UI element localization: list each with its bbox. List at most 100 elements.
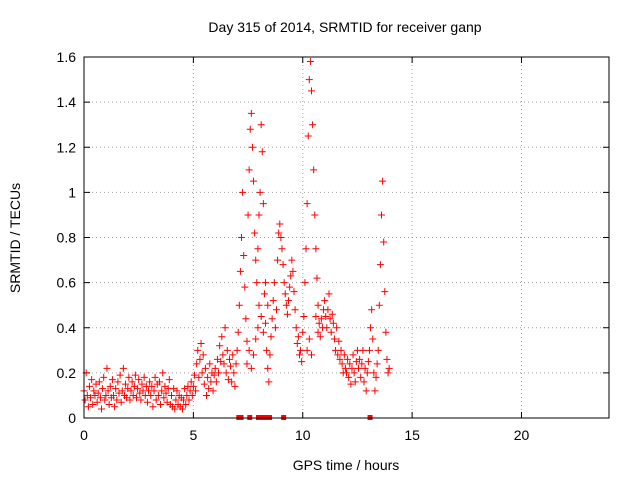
data-point bbox=[328, 310, 336, 318]
data-point bbox=[147, 391, 155, 399]
data-point bbox=[247, 364, 255, 372]
data-point bbox=[247, 109, 255, 117]
data-point bbox=[150, 387, 158, 395]
data-point bbox=[295, 351, 303, 359]
data-point bbox=[368, 306, 376, 314]
data-point bbox=[149, 403, 157, 411]
x-axis-title: GPS time / hours bbox=[293, 457, 400, 473]
data-point bbox=[340, 351, 348, 359]
data-point bbox=[194, 346, 202, 354]
data-point bbox=[239, 188, 247, 196]
data-point bbox=[212, 378, 220, 386]
data-point bbox=[373, 360, 381, 368]
data-point bbox=[248, 143, 256, 151]
data-point bbox=[265, 378, 273, 386]
data-point bbox=[94, 389, 102, 397]
data-point bbox=[292, 324, 300, 332]
data-point bbox=[131, 371, 139, 379]
data-point bbox=[383, 355, 391, 363]
data-point bbox=[337, 346, 345, 354]
y-tick-label: 0.4 bbox=[57, 320, 77, 336]
data-point bbox=[233, 346, 241, 354]
data-point bbox=[201, 364, 209, 372]
data-point bbox=[110, 391, 118, 399]
data-point bbox=[255, 211, 263, 219]
data-point bbox=[330, 335, 338, 343]
data-points bbox=[80, 58, 393, 420]
data-point bbox=[238, 234, 245, 241]
y-tick-label: 0 bbox=[68, 410, 76, 426]
data-point bbox=[256, 188, 264, 196]
data-point bbox=[209, 387, 217, 395]
data-point bbox=[355, 364, 363, 372]
data-point bbox=[316, 333, 324, 341]
data-point bbox=[260, 290, 268, 298]
data-point bbox=[334, 351, 342, 359]
data-point bbox=[250, 177, 258, 185]
data-point bbox=[227, 362, 235, 370]
data-point bbox=[189, 382, 197, 390]
data-point bbox=[88, 376, 96, 384]
data-point bbox=[367, 324, 375, 332]
data-point bbox=[87, 394, 95, 402]
data-point bbox=[90, 387, 98, 395]
data-point bbox=[268, 315, 276, 323]
data-point bbox=[229, 351, 237, 359]
data-point bbox=[303, 346, 311, 354]
data-point bbox=[335, 337, 343, 345]
data-point bbox=[245, 346, 253, 354]
data-point bbox=[198, 369, 206, 377]
data-point bbox=[197, 340, 205, 348]
data-point bbox=[275, 229, 283, 237]
data-point bbox=[314, 328, 322, 336]
data-point bbox=[251, 229, 259, 237]
data-point bbox=[369, 335, 377, 343]
data-point bbox=[359, 346, 367, 354]
data-point bbox=[350, 369, 358, 377]
y-axis-title: SRMTID / TECUs bbox=[7, 183, 23, 293]
y-tick-label: 0.6 bbox=[57, 275, 77, 291]
data-point bbox=[338, 360, 346, 368]
data-point bbox=[285, 297, 293, 305]
data-point bbox=[257, 312, 265, 320]
data-point bbox=[381, 288, 389, 296]
data-point bbox=[219, 351, 227, 359]
data-point bbox=[195, 373, 203, 381]
data-point bbox=[259, 200, 267, 208]
data-point bbox=[280, 279, 288, 287]
data-point bbox=[358, 360, 366, 368]
data-point bbox=[379, 177, 387, 185]
data-point bbox=[148, 382, 156, 390]
data-point bbox=[363, 369, 371, 377]
data-point bbox=[374, 346, 382, 354]
plot-frame bbox=[83, 56, 610, 419]
data-point bbox=[361, 364, 369, 372]
data-point bbox=[116, 371, 124, 379]
data-point bbox=[301, 279, 309, 287]
data-point bbox=[108, 376, 116, 384]
y-tick-label: 1.4 bbox=[57, 94, 77, 110]
data-point bbox=[253, 279, 261, 287]
data-point bbox=[210, 371, 218, 379]
data-point bbox=[196, 355, 204, 363]
data-point bbox=[128, 378, 136, 386]
data-point bbox=[299, 328, 307, 336]
data-point bbox=[314, 301, 322, 309]
data-point bbox=[125, 373, 133, 381]
data-point bbox=[95, 378, 103, 386]
data-point bbox=[372, 373, 380, 381]
data-point bbox=[140, 373, 148, 381]
data-point bbox=[117, 398, 125, 406]
data-point bbox=[380, 238, 388, 246]
data-point bbox=[101, 396, 109, 404]
x-tick-label: 0 bbox=[80, 427, 88, 443]
data-point bbox=[89, 400, 97, 408]
data-point bbox=[242, 315, 250, 323]
data-point bbox=[228, 378, 236, 386]
data-point bbox=[326, 315, 334, 323]
data-point bbox=[375, 301, 383, 309]
data-point bbox=[310, 166, 318, 174]
x-tick-label: 5 bbox=[189, 427, 197, 443]
data-point bbox=[323, 324, 331, 332]
